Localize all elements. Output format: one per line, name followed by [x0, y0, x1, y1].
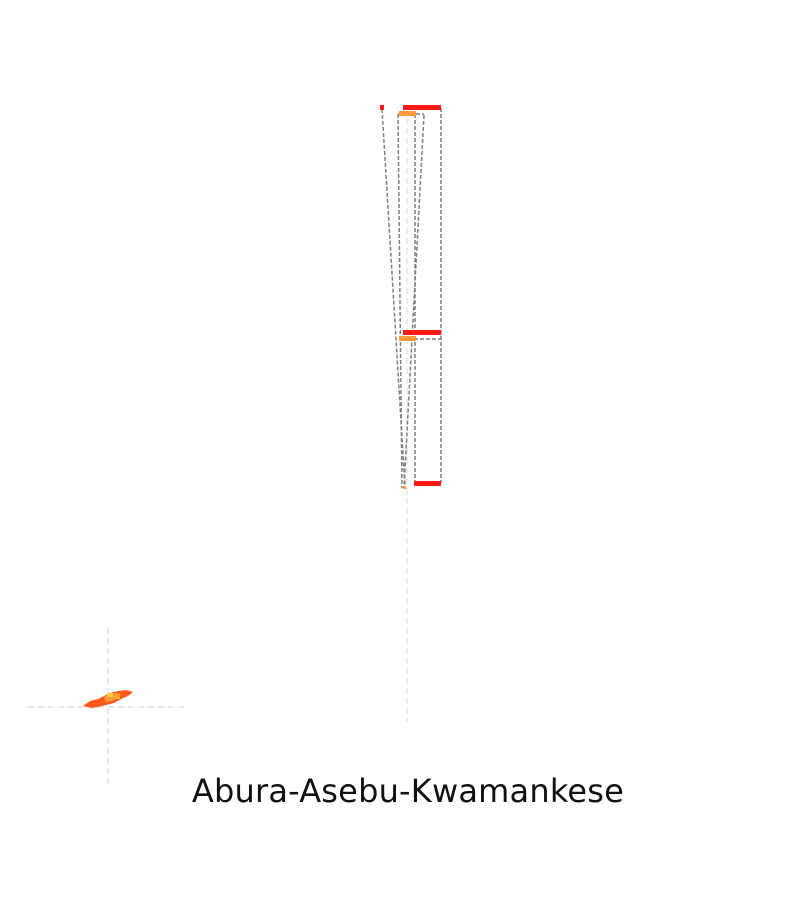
highlight-bar-middle — [403, 330, 441, 335]
zoom-leader-lines — [381, 108, 442, 489]
overview-region-shape — [83, 690, 133, 708]
leader-line — [397, 113, 403, 489]
overview-district-mark — [107, 693, 113, 697]
highlight-bar-top — [403, 105, 441, 110]
leader-line — [403, 114, 425, 489]
leader-line — [381, 108, 406, 488]
map-title: Abura-Asebu-Kwamankese — [191, 772, 625, 810]
highlight-bar-top-left — [380, 105, 384, 110]
highlight-bar-bottom — [414, 481, 441, 486]
zoom-highlight-marks — [380, 105, 441, 486]
zoom-district-marks — [399, 111, 416, 489]
district-mark-bottom — [403, 486, 406, 489]
overview-crosshair — [28, 628, 188, 788]
district-mark-middle — [399, 336, 416, 341]
district-mark-top — [399, 111, 416, 116]
overview-district-mark — [115, 696, 120, 699]
